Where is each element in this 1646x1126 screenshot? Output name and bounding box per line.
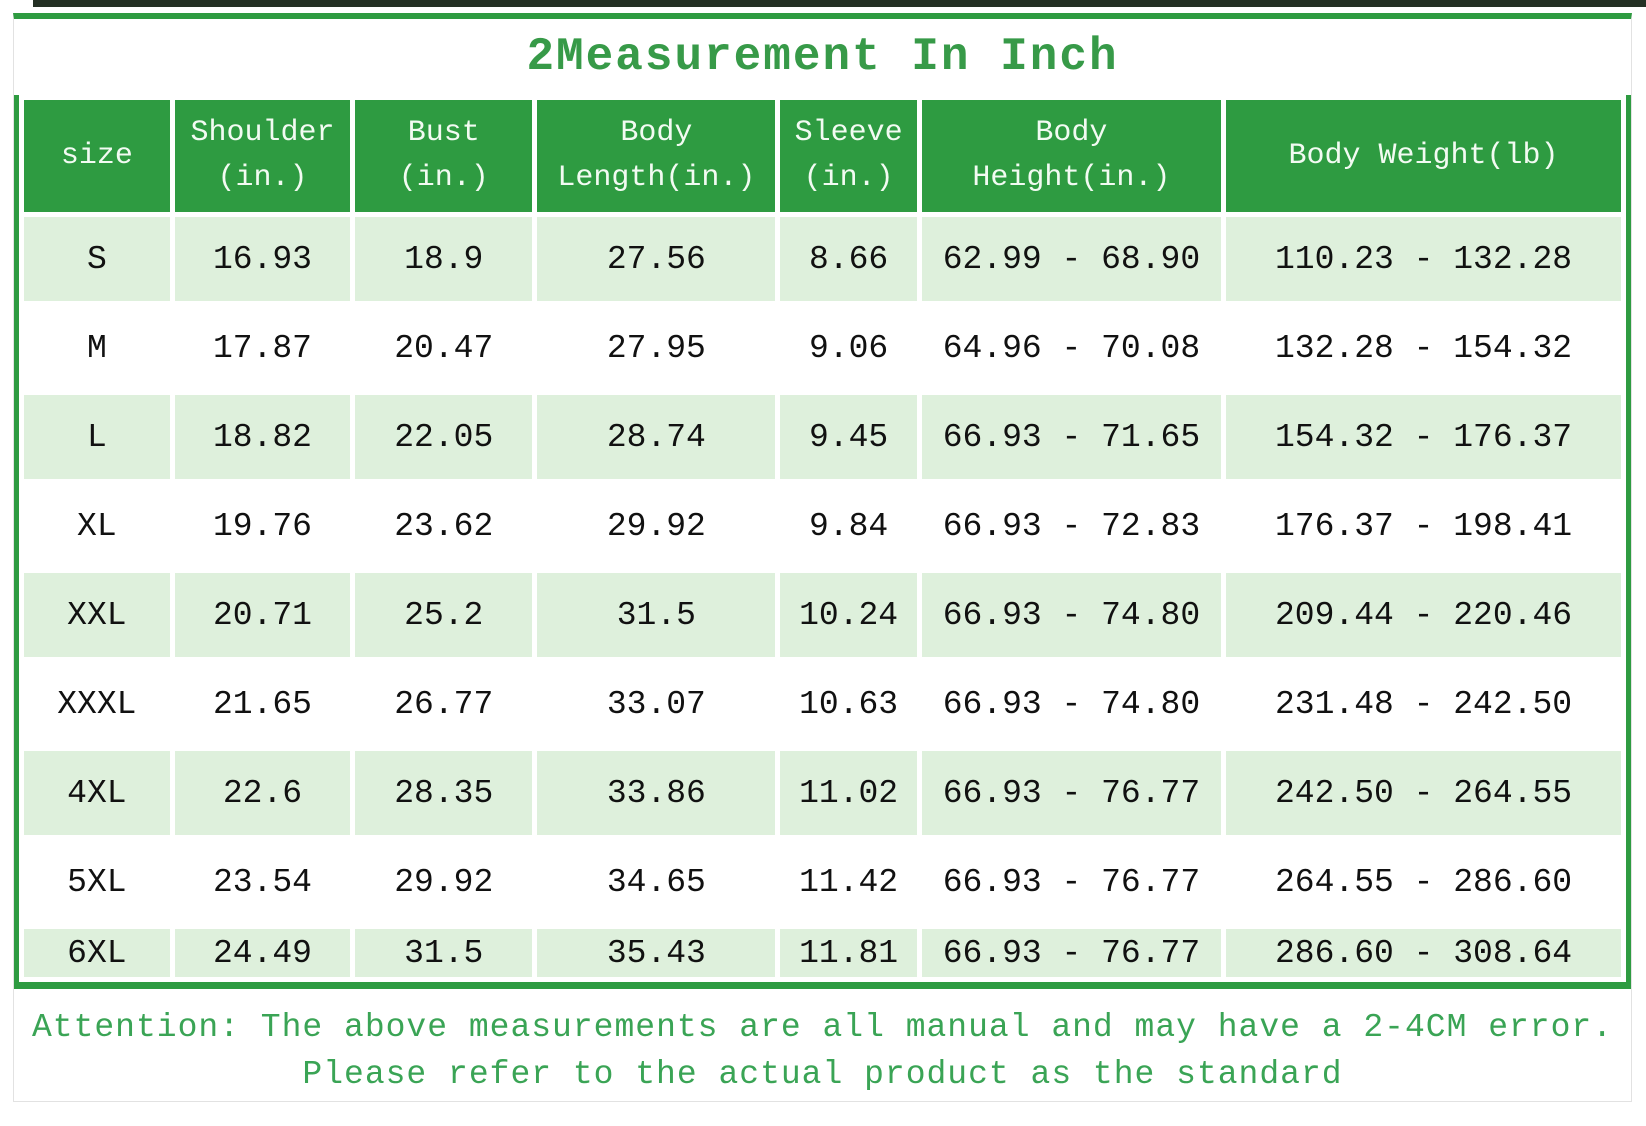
size-cell: 4XL	[24, 751, 170, 835]
measurement-cell: 28.35	[355, 751, 533, 835]
measurement-cell: 66.93 - 76.77	[921, 751, 1222, 835]
measurement-cell: 31.5	[537, 573, 776, 657]
measurement-cell: 21.65	[174, 662, 351, 746]
title-band: 2Measurement In Inch	[14, 19, 1631, 95]
measurement-cell: 27.56	[537, 217, 776, 301]
measurement-cell: 20.71	[174, 573, 351, 657]
measurement-cell: 10.63	[780, 662, 917, 746]
measurement-cell: 33.07	[537, 662, 776, 746]
measurement-cell: 62.99 - 68.90	[921, 217, 1222, 301]
size-cell: XL	[24, 484, 170, 568]
measurement-cell: 10.24	[780, 573, 917, 657]
column-header: Body Height(in.)	[921, 100, 1222, 212]
column-header: Shoulder (in.)	[174, 100, 351, 212]
measurement-cell: 19.76	[174, 484, 351, 568]
measurement-cell: 66.93 - 76.77	[921, 840, 1222, 924]
measurement-cell: 64.96 - 70.08	[921, 306, 1222, 390]
size-row: L 18.82 22.05 28.74 9.45 66.93 - 71.65 154.32 …	[24, 395, 1621, 479]
size-cell: M	[24, 306, 170, 390]
column-header: Body Length(in.)	[537, 100, 776, 212]
measurement-cell: 34.65	[537, 840, 776, 924]
column-header: Bust (in.)	[355, 100, 533, 212]
measurement-cell: 23.54	[174, 840, 351, 924]
size-cell: S	[24, 217, 170, 301]
measurement-cell: 24.49	[174, 929, 351, 977]
measurement-cell: 22.05	[355, 395, 533, 479]
size-row: XXXL 21.65 26.77 33.07 10.63 66.93 - 74.80 231…	[24, 662, 1621, 746]
size-chart-sheet: 2Measurement In Inch size Shoulder (in.) B…	[13, 13, 1632, 1102]
size-table-body: S 16.93 18.9 27.56 8.66 62.99 - 68.90 110.23 -…	[24, 217, 1621, 977]
measurement-cell: 231.48 - 242.50	[1226, 662, 1621, 746]
size-cell: 5XL	[24, 840, 170, 924]
measurement-cell: 154.32 - 176.37	[1226, 395, 1621, 479]
size-row: XXL 20.71 25.2 31.5 10.24 66.93 - 74.80 209.44…	[24, 573, 1621, 657]
measurement-cell: 35.43	[537, 929, 776, 977]
attention-note-line2: Please refer to the actual product as th…	[302, 1055, 1343, 1093]
size-cell: L	[24, 395, 170, 479]
size-row: 4XL 22.6 28.35 33.86 11.02 66.93 - 76.77 242.5…	[24, 751, 1621, 835]
measurement-cell: 16.93	[174, 217, 351, 301]
measurement-cell: 33.86	[537, 751, 776, 835]
measurement-cell: 176.37 - 198.41	[1226, 484, 1621, 568]
measurement-cell: 25.2	[355, 573, 533, 657]
measurement-cell: 132.28 - 154.32	[1226, 306, 1621, 390]
size-cell: 6XL	[24, 929, 170, 977]
size-row: S 16.93 18.9 27.56 8.66 62.99 - 68.90 110.23 -…	[24, 217, 1621, 301]
measurement-cell: 28.74	[537, 395, 776, 479]
size-cell: XXL	[24, 573, 170, 657]
measurement-cell: 66.93 - 71.65	[921, 395, 1222, 479]
attention-note-line1: Attention: The above measurements are al…	[31, 1009, 1614, 1046]
size-table: size Shoulder (in.) Bust (in.) Body Length(…	[14, 95, 1631, 989]
measurement-cell: 66.93 - 72.83	[921, 484, 1222, 568]
measurement-cell: 17.87	[174, 306, 351, 390]
measurement-cell: 31.5	[355, 929, 533, 977]
size-row: M 17.87 20.47 27.95 9.06 64.96 - 70.08 132.28 …	[24, 306, 1621, 390]
measurement-cell: 18.82	[174, 395, 351, 479]
measurement-cell: 66.93 - 74.80	[921, 573, 1222, 657]
measurement-cell: 110.23 - 132.28	[1226, 217, 1621, 301]
attention-note: Attention: The above measurements are al…	[14, 989, 1631, 1099]
measurement-cell: 9.84	[780, 484, 917, 568]
measurement-cell: 286.60 - 308.64	[1226, 929, 1621, 977]
column-header: size	[24, 100, 170, 212]
measurement-cell: 27.95	[537, 306, 776, 390]
measurement-cell: 209.44 - 220.46	[1226, 573, 1621, 657]
measurement-cell: 66.93 - 74.80	[921, 662, 1222, 746]
column-header: Body Weight(lb)	[1226, 100, 1621, 212]
measurement-cell: 9.06	[780, 306, 917, 390]
header-row: size Shoulder (in.) Bust (in.) Body Length(…	[24, 100, 1621, 212]
measurement-cell: 23.62	[355, 484, 533, 568]
measurement-cell: 26.77	[355, 662, 533, 746]
measurement-cell: 11.81	[780, 929, 917, 977]
measurement-cell: 9.45	[780, 395, 917, 479]
measurement-cell: 8.66	[780, 217, 917, 301]
measurement-cell: 18.9	[355, 217, 533, 301]
top-edge-strip	[33, 0, 1646, 7]
measurement-cell: 66.93 - 76.77	[921, 929, 1222, 977]
size-row: 6XL 24.49 31.5 35.43 11.81 66.93 - 76.77 286.6…	[24, 929, 1621, 977]
table-title: 2Measurement In Inch	[526, 31, 1119, 83]
measurement-cell: 22.6	[174, 751, 351, 835]
measurement-cell: 20.47	[355, 306, 533, 390]
measurement-cell: 11.42	[780, 840, 917, 924]
size-row: 5XL 23.54 29.92 34.65 11.42 66.93 - 76.77 264.…	[24, 840, 1621, 924]
size-row: XL 19.76 23.62 29.92 9.84 66.93 - 72.83 176.37…	[24, 484, 1621, 568]
measurement-cell: 11.02	[780, 751, 917, 835]
measurement-cell: 242.50 - 264.55	[1226, 751, 1621, 835]
column-header: Sleeve (in.)	[780, 100, 917, 212]
measurement-cell: 29.92	[537, 484, 776, 568]
measurement-cell: 264.55 - 286.60	[1226, 840, 1621, 924]
measurement-cell: 29.92	[355, 840, 533, 924]
size-cell: XXXL	[24, 662, 170, 746]
